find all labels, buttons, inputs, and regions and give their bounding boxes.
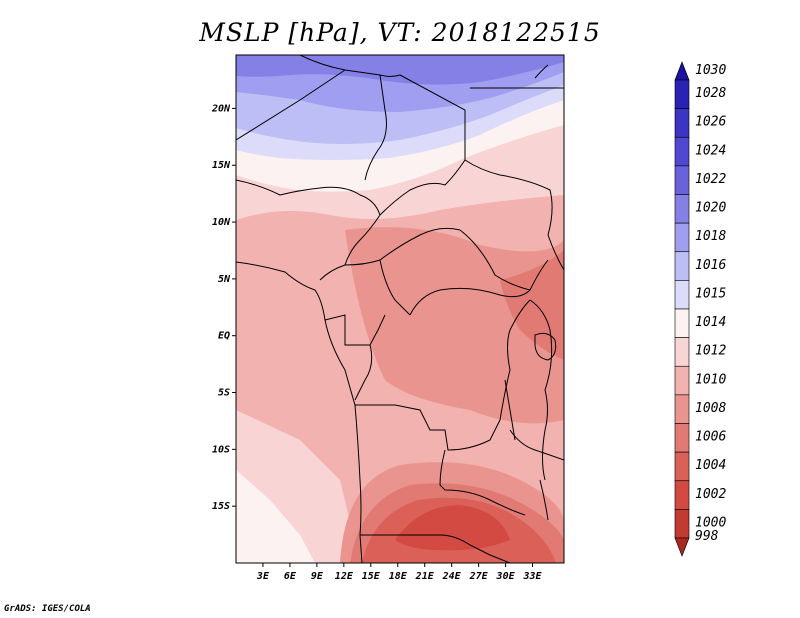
border-north-4 [399, 74, 466, 160]
border-east-2 [547, 234, 564, 271]
border-east-1 [529, 299, 553, 481]
colorbar-label: 1030 [695, 63, 726, 78]
colorbar-segment [674, 108, 690, 138]
border-gabon [324, 314, 386, 346]
lon-tick-label: 21E [415, 571, 435, 582]
lon-tick-label: 33E [523, 571, 543, 582]
field-east-1006 [500, 250, 564, 360]
colorbar-label: 1024 [695, 143, 726, 158]
colorbar-segment [674, 509, 690, 539]
border-central-4 [409, 287, 531, 316]
map-axes: 20N 15N 10N 5N EQ 5S 10S 15S 3E 6E 9E 12E 15E 18E 21E 2… [211, 103, 543, 582]
lat-tick-label: 5S [218, 388, 230, 399]
colorbar-label: 1010 [695, 372, 726, 387]
border-tanzania [509, 429, 564, 461]
colorbar-label: 1022 [695, 172, 726, 187]
lon-tick-label: 18E [389, 571, 408, 582]
border-central-2 [344, 227, 531, 291]
colorbar-label: 1020 [695, 201, 726, 216]
colorbar-segment [674, 365, 690, 396]
lat-tick-label: 15N [212, 160, 231, 171]
colorbar-segment [674, 280, 690, 310]
coastline-west [236, 261, 356, 406]
coastline-southwest [354, 404, 363, 563]
colorbar-label: 1018 [695, 229, 726, 244]
pressure-field [236, 55, 564, 563]
lat-tick-label: 15S [212, 501, 230, 512]
border-central-3 [379, 259, 411, 316]
colorbar-segment [674, 423, 690, 453]
colorbar-segment [674, 451, 690, 482]
colorbar-segment [674, 165, 690, 195]
border-central-1 [319, 214, 381, 281]
colorbar-segment [674, 537, 690, 557]
lon-tick-label: 27E [469, 571, 489, 582]
colorbar-segment [674, 480, 690, 510]
grads-credit: GrADS: IGES/COLA [4, 604, 91, 614]
border-drc-east [499, 299, 531, 421]
border-north-2 [236, 69, 346, 141]
map-frame [235, 54, 565, 564]
colorbar-label: 1002 [695, 487, 726, 502]
lat-tick-label: EQ [218, 331, 230, 342]
colorbar-segment [674, 251, 690, 281]
colorbar-label: 1012 [695, 344, 726, 359]
border-congo-1 [354, 344, 373, 401]
border-sahel-2 [379, 159, 553, 236]
colorbar-label: 1028 [695, 86, 726, 101]
coastlines-and-borders [236, 55, 564, 563]
colorbar-label: 998 [695, 529, 719, 544]
colorbar-segment [674, 394, 690, 424]
colorbar-label: 1026 [695, 115, 726, 130]
colorbar-label: 1015 [695, 286, 726, 301]
border-zambia [360, 534, 511, 563]
lon-tick-label: 12E [335, 571, 354, 582]
colorbar-label: 1004 [695, 458, 726, 473]
lake-malawi [539, 479, 549, 521]
lake-victoria [534, 332, 557, 361]
colorbar-segment [674, 79, 690, 109]
colorbar-label: 1016 [695, 258, 726, 273]
colorbar-segment [674, 308, 690, 338]
field-sw-1014 [236, 470, 315, 563]
field-south-1002 [395, 505, 510, 551]
lon-tick-label: 30E [496, 571, 516, 582]
lon-tick-label: 3E [256, 571, 270, 582]
map-title: MSLP [hPa], VT: 2018122515 [199, 18, 601, 47]
coast-north-east [534, 64, 549, 79]
colorbar-label: 1008 [695, 401, 726, 416]
lat-tick-label: 10N [212, 217, 231, 228]
colorbar-label: 1000 [695, 515, 726, 530]
lake-tanganyika [504, 379, 516, 441]
border-drc-west [355, 404, 501, 451]
border-angola [439, 449, 526, 516]
colorbar-segment [674, 61, 690, 81]
colorbar-label: 1006 [695, 430, 726, 445]
lon-tick-label: 15E [362, 571, 381, 582]
colorbar-label: 1014 [695, 315, 726, 330]
lat-tick-label: 5N [218, 274, 231, 285]
colorbar: 1030 1028 1026 1024 1022 1020 1018 1016 1015 1014… [674, 61, 726, 557]
colorbar-segment [674, 222, 690, 253]
border-north-1 [299, 55, 401, 77]
lat-tick-label: 20N [211, 103, 231, 114]
border-sahel-1 [236, 179, 381, 216]
colorbar-segment [674, 194, 690, 224]
colorbar-segment [674, 337, 690, 367]
border-east-3 [529, 259, 549, 291]
colorbar-segment [674, 136, 690, 167]
border-north-3 [364, 74, 387, 181]
lon-tick-label: 6E [284, 571, 297, 582]
lon-tick-label: 9E [311, 571, 324, 582]
lon-tick-label: 24E [442, 571, 462, 582]
lat-tick-label: 10S [212, 444, 230, 455]
